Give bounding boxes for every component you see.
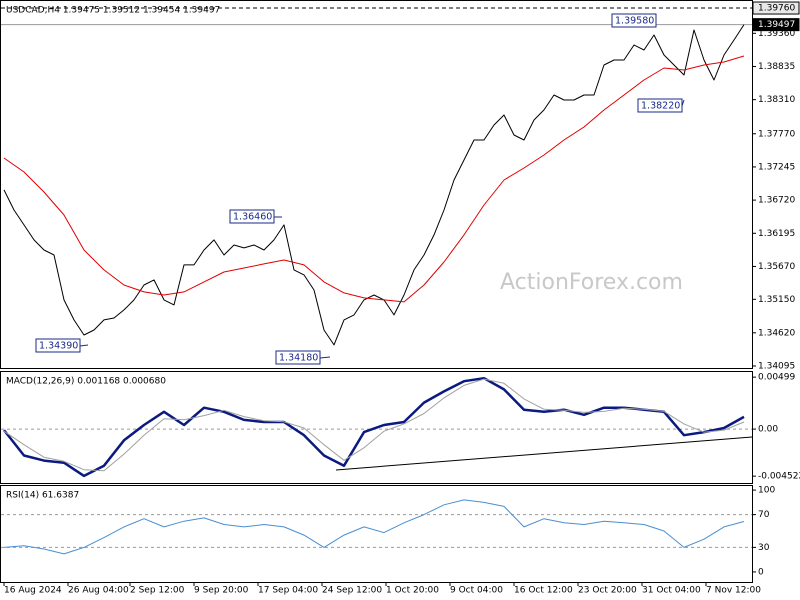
- x-tick-label: 1 Oct 20:00: [386, 586, 439, 596]
- annotation: 1.34180: [279, 353, 318, 364]
- x-tick-label: 7 Nov 12:00: [706, 586, 761, 596]
- x-tick-label: 24 Sep 12:00: [322, 586, 382, 596]
- x-tick-label: 2 Sep 12:00: [130, 586, 185, 596]
- y-tick-label: -0.004522: [758, 472, 800, 482]
- x-tick-label: 23 Oct 20:00: [578, 586, 637, 596]
- series-line: [3, 376, 745, 478]
- y-tick-label: 1.36195: [758, 229, 795, 239]
- x-tick-label: 16 Oct 12:00: [514, 586, 573, 596]
- annotation: 1.36460: [233, 212, 272, 223]
- x-tick-label: 31 Oct 04:00: [642, 586, 701, 596]
- y-tick-label: 1.37770: [758, 129, 795, 139]
- y-tick-label: 1.35670: [758, 262, 795, 272]
- y-tick-label: 30: [758, 543, 770, 553]
- annotation-leader: [79, 344, 89, 347]
- series-line: [3, 55, 745, 303]
- y-tick-label: 1.35150: [758, 295, 795, 305]
- y-tick-label: 0.00: [758, 425, 778, 435]
- x-tick-label: 17 Sep 04:00: [258, 586, 318, 596]
- x-tick-label: 26 Aug 04:00: [68, 586, 129, 596]
- rsi-panel: [0, 485, 753, 583]
- annotation: 1.38220: [641, 101, 680, 112]
- annotation-box: [611, 13, 657, 28]
- series-line: [3, 499, 745, 555]
- y-tick-label: 1.38310: [758, 95, 795, 105]
- watermark: ActionForex.com: [500, 270, 683, 295]
- y-tick-label: 100: [758, 486, 775, 496]
- series-line: [3, 24, 745, 346]
- price-label: 1.39760: [758, 4, 795, 14]
- x-tick-label: 16 Aug 2024: [4, 586, 62, 596]
- y-tick-label: 1.39360: [758, 29, 795, 39]
- price-panel: [0, 0, 753, 369]
- price-label: 1.39497: [758, 20, 795, 30]
- y-tick-label: 1.38835: [758, 62, 795, 72]
- y-tick-label: 1.34095: [758, 361, 795, 371]
- panel-title: RSI(14) 61.6387: [6, 491, 79, 501]
- y-tick-label: 0: [758, 567, 764, 577]
- y-tick-label: 1.36720: [758, 196, 795, 206]
- annotation: 1.34390: [39, 341, 78, 352]
- annotation: 1.39580: [615, 16, 654, 27]
- series-line: [3, 378, 745, 472]
- y-tick-label: 1.37245: [758, 162, 795, 172]
- annotation-leader: [319, 356, 331, 359]
- x-tick-label: 9 Sep 20:00: [194, 586, 249, 596]
- panel-title: MACD(12,26,9) 0.001168 0.000680: [6, 377, 166, 387]
- panel-title: USDCAD,H4 1.39475 1.39512 1.39454 1.3949…: [6, 6, 220, 16]
- macd-trendline: [335, 436, 753, 471]
- macd-panel: [0, 371, 753, 484]
- annotation-box: [35, 338, 81, 353]
- x-tick-label: 9 Oct 04:00: [450, 586, 503, 596]
- annotation-box: [229, 209, 275, 224]
- y-tick-label: 0.00499: [758, 373, 795, 383]
- y-tick-label: 70: [758, 510, 770, 520]
- y-tick-label: 1.34620: [758, 328, 795, 338]
- price-label-box: [752, 18, 800, 32]
- annotation-box: [275, 350, 321, 365]
- price-label-box: [752, 1, 800, 15]
- annotation-box: [637, 98, 683, 113]
